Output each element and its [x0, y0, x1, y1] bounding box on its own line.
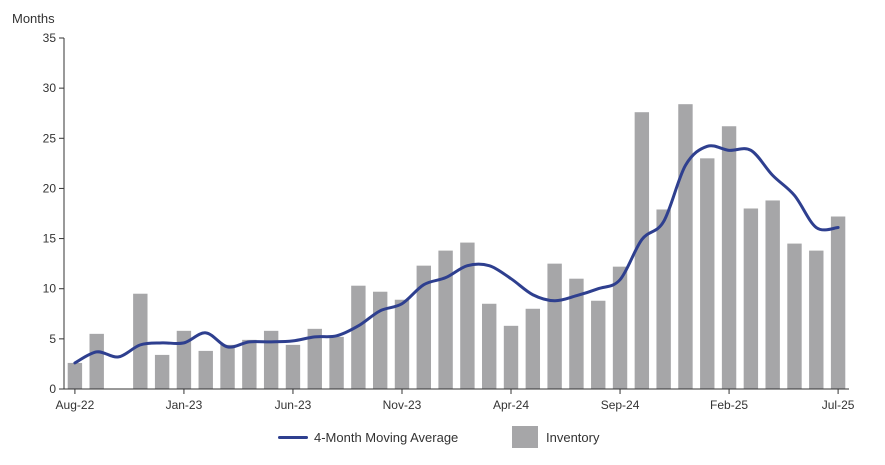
legend-item-inventory: Inventory — [512, 425, 599, 449]
inventory-bar — [700, 158, 715, 389]
inventory-bar — [460, 242, 475, 389]
y-tick-label: 20 — [43, 181, 57, 195]
inventory-bar — [416, 265, 431, 389]
inventory-bar — [525, 308, 541, 389]
inventory-bars — [67, 104, 846, 389]
inventory-bar — [743, 208, 759, 389]
inventory-bar — [787, 243, 802, 389]
inventory-bar — [67, 362, 83, 389]
moving-average-layer — [73, 144, 840, 365]
inventory-bar — [482, 303, 497, 389]
inventory-bar — [285, 344, 301, 389]
legend-label-inventory: Inventory — [546, 429, 600, 445]
x-tick-label: Jun-23 — [275, 398, 312, 412]
inventory-bar — [591, 300, 606, 389]
legend-line-swatch — [278, 435, 308, 439]
inventory-bar — [329, 336, 344, 389]
inventory-bar — [198, 350, 213, 389]
inventory-bar — [438, 250, 453, 389]
inventory-bar — [569, 278, 584, 389]
inventory-bar — [830, 216, 846, 389]
legend-label-moving-average: 4-Month Moving Average — [314, 429, 459, 445]
x-tick-label: Jan-23 — [166, 398, 203, 412]
inventory-bar — [394, 299, 410, 389]
legend: 4-Month Moving Average Inventory — [0, 425, 885, 449]
inventory-bar — [503, 325, 519, 389]
inventory-bar — [634, 112, 650, 389]
y-tick-label: 35 — [43, 31, 57, 45]
inventory-bar — [351, 285, 366, 389]
y-axis: 0 5 10 15 20 25 30 35 — [43, 31, 65, 396]
inventory-bar — [220, 344, 235, 389]
inventory-bar — [721, 126, 737, 389]
inventory-bar — [176, 330, 192, 389]
inventory-bar — [765, 200, 780, 389]
x-axis: Aug-22 Jan-23 Jun-23 Nov-23 Apr-24 Sep-24 Feb-… — [56, 388, 855, 412]
inventory-bar — [656, 209, 671, 389]
inventory-bar — [154, 354, 170, 389]
inventory-bar — [89, 333, 104, 389]
inventory-bar — [133, 293, 148, 389]
legend-item-moving-average: 4-Month Moving Average — [278, 425, 458, 449]
y-tick-label: 5 — [49, 332, 56, 346]
y-tick-label: 0 — [49, 382, 56, 396]
y-tick-label: 10 — [43, 282, 57, 296]
inventory-bar — [263, 330, 279, 389]
y-tick-label: 25 — [43, 131, 57, 145]
x-tick-label: Jul-25 — [822, 398, 855, 412]
x-tick-label: Feb-25 — [710, 398, 748, 412]
inventory-bar — [547, 263, 562, 389]
legend-box-swatch — [512, 426, 538, 448]
inventory-bar — [242, 339, 257, 389]
inventory-bar — [809, 250, 824, 389]
x-tick-label: Nov-23 — [383, 398, 422, 412]
inventory-bar — [307, 328, 322, 389]
inventory-bar — [678, 104, 693, 389]
y-tick-label: 30 — [43, 81, 57, 95]
chart-canvas: Months 0 5 10 15 20 25 30 35 Aug-22 Jan-23 Jun-23… — [12, 11, 855, 412]
x-tick-label: Sep-24 — [601, 398, 640, 412]
inventory-bar — [612, 266, 628, 389]
y-axis-unit-label: Months — [12, 11, 55, 26]
y-tick-label: 15 — [43, 232, 57, 246]
x-tick-label: Aug-22 — [56, 398, 95, 412]
x-tick-label: Apr-24 — [493, 398, 529, 412]
moving-average-line — [73, 144, 840, 365]
inventory-bar — [372, 291, 388, 389]
